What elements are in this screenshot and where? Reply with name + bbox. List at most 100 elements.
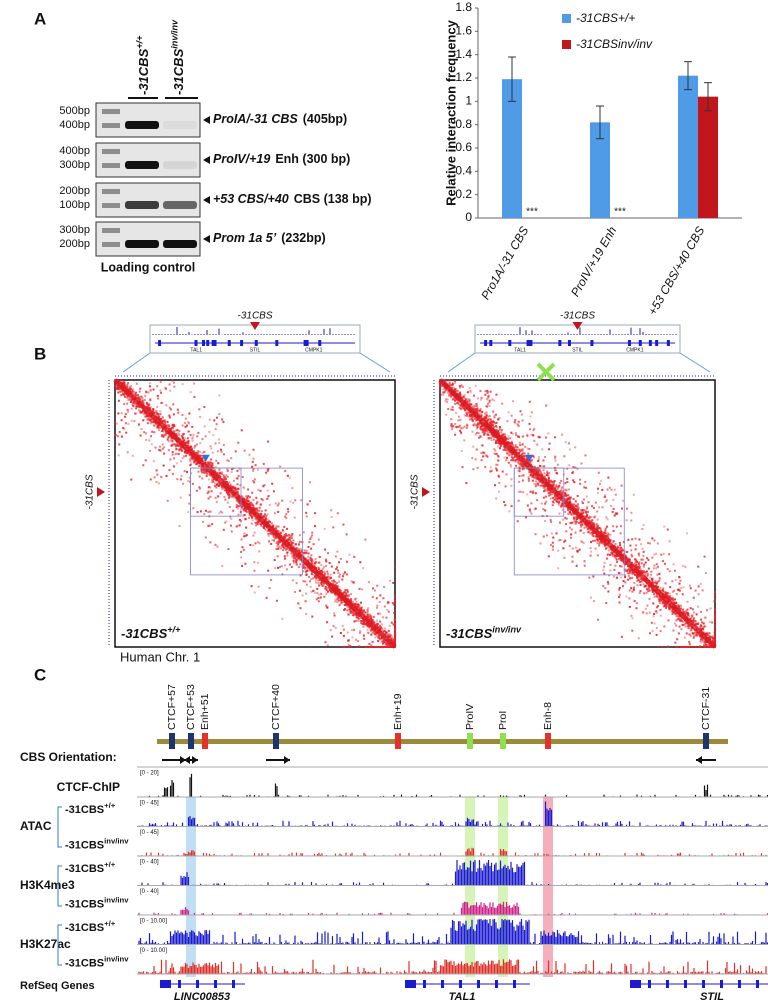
contact [186, 444, 189, 447]
contact [252, 534, 255, 537]
contact [624, 576, 627, 579]
contact [475, 448, 478, 451]
contact [330, 592, 333, 595]
contact [542, 486, 545, 489]
contact [146, 403, 149, 406]
contact [170, 437, 173, 440]
contact [264, 509, 267, 512]
inset-exon [240, 340, 244, 346]
contact [214, 482, 217, 485]
contact [190, 455, 193, 458]
contact [180, 434, 183, 437]
contact [161, 428, 164, 431]
contact [277, 503, 280, 506]
contact [257, 585, 260, 588]
contact [357, 619, 360, 622]
contact [394, 614, 396, 617]
contact [465, 399, 468, 402]
contact [554, 495, 557, 498]
contact [387, 610, 390, 613]
contact [348, 594, 351, 597]
contact [387, 635, 390, 638]
contact [373, 630, 376, 633]
contact [246, 495, 249, 498]
contact [522, 491, 525, 494]
contact [252, 498, 255, 501]
contact [495, 467, 498, 470]
inset-exon [158, 340, 162, 346]
contact [267, 494, 270, 497]
contact [195, 460, 198, 463]
contact [294, 557, 297, 560]
contact [173, 457, 176, 460]
contact [391, 601, 394, 604]
contact [157, 429, 160, 432]
contact [656, 542, 659, 545]
contact [351, 636, 354, 639]
contact [487, 390, 490, 393]
contact [193, 461, 196, 464]
contact [559, 482, 562, 485]
contact [251, 465, 254, 468]
contact [326, 621, 329, 624]
contact [226, 475, 229, 478]
contact [377, 612, 380, 615]
contact [324, 641, 327, 644]
contact [246, 497, 249, 500]
contact [125, 431, 128, 434]
contact [347, 643, 350, 646]
contact [264, 517, 267, 520]
contact [131, 390, 134, 393]
contact [171, 379, 174, 382]
contact [146, 405, 149, 408]
contact [532, 455, 535, 458]
contact [201, 467, 204, 470]
contact [218, 512, 221, 515]
contact [257, 561, 260, 564]
contact [136, 404, 139, 407]
contact [277, 547, 280, 550]
contact [256, 523, 259, 526]
contact [213, 419, 216, 422]
contact [167, 437, 170, 440]
contact [126, 402, 129, 405]
contact [301, 594, 304, 597]
contact [171, 451, 174, 454]
contact [235, 506, 238, 509]
contact [214, 543, 217, 546]
contact [360, 622, 363, 625]
contact [566, 507, 569, 510]
contact [620, 576, 623, 579]
contact [232, 485, 235, 488]
contact [394, 565, 396, 568]
contact [590, 521, 593, 524]
marker-triangle [250, 322, 260, 330]
contact [266, 495, 269, 498]
contact [324, 548, 327, 551]
contact [143, 412, 146, 415]
contact [153, 420, 156, 423]
contact [149, 406, 152, 409]
contact [588, 532, 591, 535]
contact [154, 411, 157, 414]
contact [264, 518, 267, 521]
contact [225, 491, 228, 494]
contact [447, 407, 450, 410]
contact [548, 491, 551, 494]
contact [187, 430, 190, 433]
contact [333, 571, 336, 574]
contact [354, 598, 357, 601]
contact [440, 393, 443, 396]
contact [185, 441, 188, 444]
contact [317, 593, 320, 596]
contact [162, 435, 165, 438]
contact [131, 388, 134, 391]
contact [229, 485, 232, 488]
contact [145, 401, 148, 404]
contact [626, 570, 629, 573]
contact [212, 479, 215, 482]
contact [682, 623, 685, 626]
contact [173, 385, 176, 388]
contact [334, 555, 337, 558]
